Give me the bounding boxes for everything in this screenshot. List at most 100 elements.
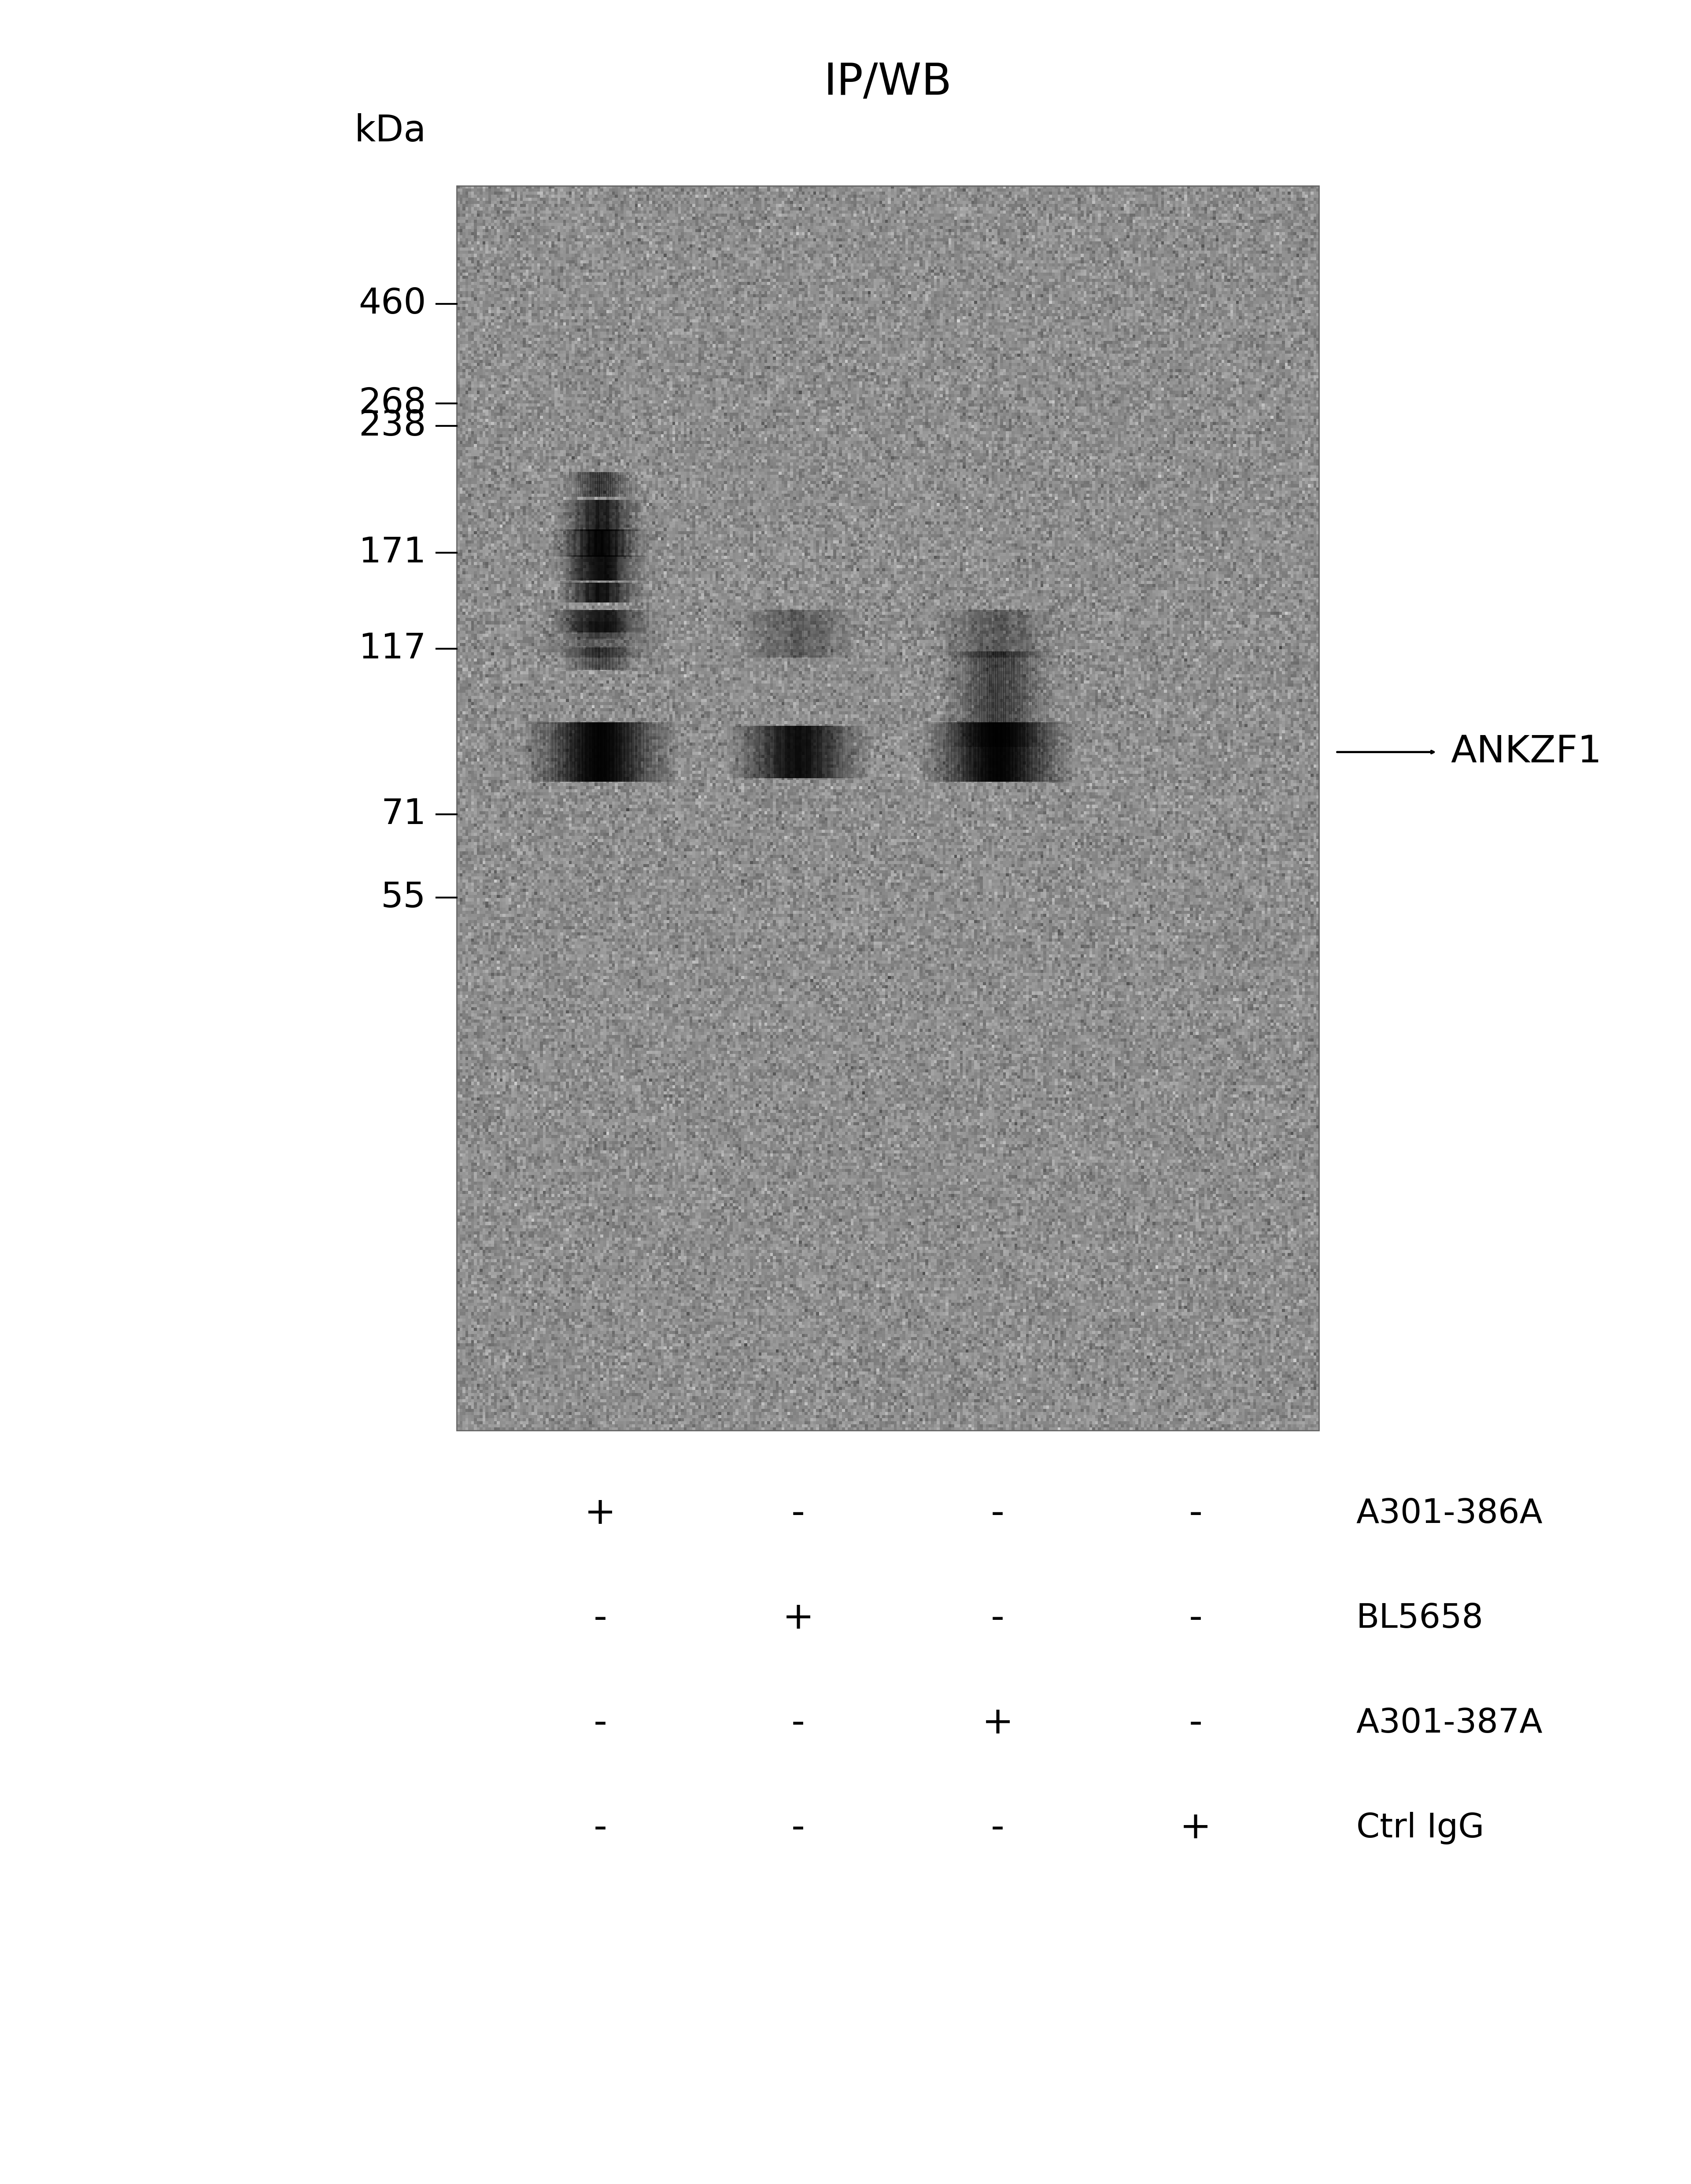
Bar: [619, 723, 621, 782]
Bar: [536, 723, 538, 782]
Text: +: +: [1180, 1811, 1211, 1845]
Bar: [641, 723, 643, 782]
Bar: [580, 723, 582, 782]
Bar: [457, 186, 1319, 1431]
Bar: [939, 723, 942, 782]
Bar: [1067, 723, 1069, 782]
Bar: [622, 723, 624, 782]
Bar: [1070, 723, 1072, 782]
Bar: [550, 723, 551, 782]
Bar: [556, 723, 558, 782]
Bar: [962, 723, 964, 782]
Bar: [656, 723, 658, 782]
Bar: [969, 723, 971, 782]
Bar: [1028, 723, 1032, 782]
Bar: [1018, 723, 1020, 782]
Bar: [1013, 723, 1015, 782]
Text: -: -: [594, 1706, 607, 1741]
Bar: [1023, 723, 1025, 782]
Bar: [950, 723, 952, 782]
Bar: [587, 723, 588, 782]
Bar: [988, 723, 989, 782]
Bar: [1064, 723, 1065, 782]
Bar: [538, 723, 539, 782]
Bar: [617, 723, 619, 782]
Bar: [595, 723, 597, 782]
Bar: [1067, 723, 1069, 782]
Bar: [648, 723, 649, 782]
Bar: [1037, 723, 1038, 782]
Bar: [548, 723, 550, 782]
Text: ANKZF1: ANKZF1: [1451, 734, 1601, 771]
Bar: [561, 723, 563, 782]
Text: -: -: [1189, 1706, 1202, 1741]
Bar: [534, 723, 536, 782]
Bar: [639, 723, 641, 782]
Bar: [526, 723, 528, 782]
Bar: [1062, 723, 1064, 782]
Bar: [588, 723, 590, 782]
Bar: [656, 723, 659, 782]
Text: 171: 171: [358, 535, 426, 570]
Bar: [577, 723, 578, 782]
Bar: [585, 723, 587, 782]
Bar: [1040, 723, 1042, 782]
Bar: [964, 723, 967, 782]
Bar: [566, 723, 570, 782]
Bar: [599, 723, 600, 782]
Bar: [612, 723, 614, 782]
Text: -: -: [991, 1496, 1004, 1531]
Bar: [1016, 723, 1018, 782]
Bar: [1059, 723, 1060, 782]
Bar: [668, 723, 670, 782]
Bar: [658, 723, 659, 782]
Bar: [646, 723, 648, 782]
Bar: [967, 723, 969, 782]
Bar: [563, 723, 565, 782]
Text: IP/WB: IP/WB: [824, 61, 952, 105]
Bar: [944, 723, 945, 782]
Bar: [1015, 723, 1016, 782]
Bar: [942, 723, 944, 782]
Text: -: -: [791, 1706, 805, 1741]
Bar: [670, 723, 671, 782]
Bar: [614, 723, 616, 782]
Text: +: +: [585, 1496, 616, 1531]
Bar: [529, 723, 531, 782]
Text: 460: 460: [358, 286, 426, 321]
Bar: [643, 723, 644, 782]
Bar: [600, 723, 602, 782]
Bar: [602, 723, 604, 782]
Bar: [651, 723, 653, 782]
Bar: [928, 723, 930, 782]
Bar: [555, 723, 556, 782]
Bar: [1043, 723, 1045, 782]
Bar: [1057, 723, 1059, 782]
Bar: [984, 723, 986, 782]
Bar: [1020, 723, 1021, 782]
Bar: [979, 723, 981, 782]
Bar: [582, 723, 583, 782]
Bar: [539, 723, 541, 782]
Bar: [986, 723, 988, 782]
Bar: [546, 723, 548, 782]
Bar: [996, 723, 998, 782]
Bar: [1001, 723, 1003, 782]
Bar: [1025, 723, 1026, 782]
Bar: [1053, 723, 1057, 782]
Text: A301-387A: A301-387A: [1356, 1708, 1542, 1738]
Bar: [572, 723, 573, 782]
Bar: [673, 723, 675, 782]
Bar: [955, 723, 957, 782]
Bar: [977, 723, 979, 782]
Bar: [616, 723, 617, 782]
Bar: [541, 723, 543, 782]
Bar: [607, 723, 609, 782]
Bar: [1069, 723, 1070, 782]
Bar: [1060, 723, 1062, 782]
Bar: [1003, 723, 1004, 782]
Bar: [999, 723, 1001, 782]
Text: A301-386A: A301-386A: [1356, 1498, 1542, 1529]
Bar: [959, 723, 960, 782]
Bar: [1038, 723, 1040, 782]
